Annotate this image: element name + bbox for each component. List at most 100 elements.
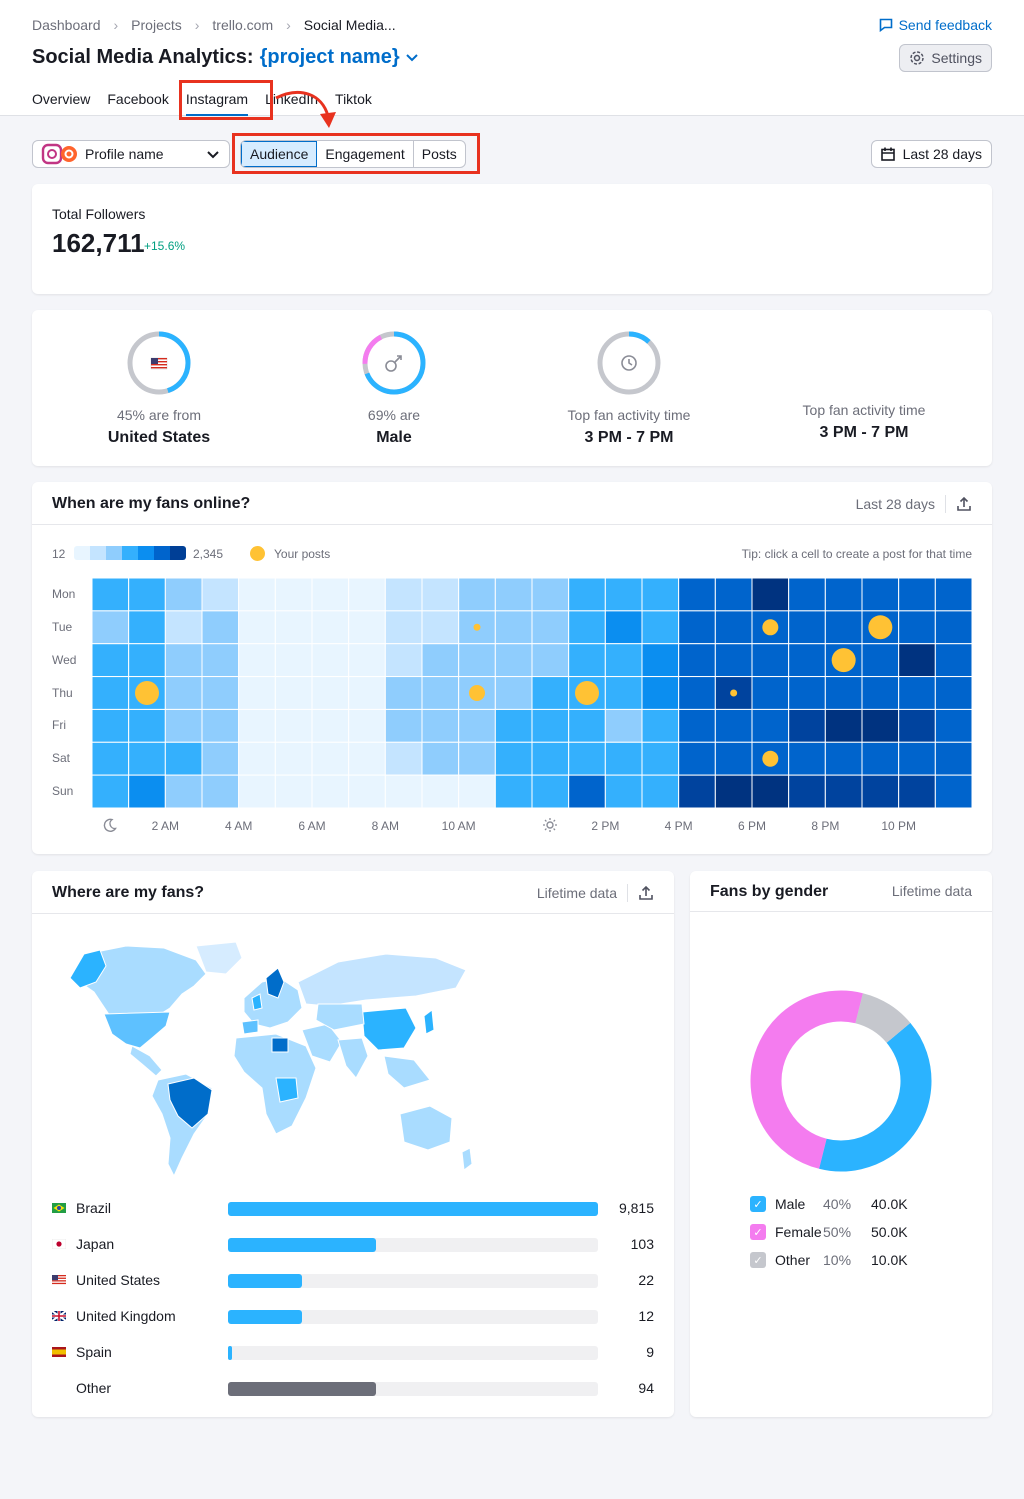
post-marker[interactable] — [135, 681, 159, 705]
heatmap-cell[interactable] — [421, 643, 460, 678]
country-row[interactable]: United States 22 — [52, 1270, 654, 1290]
heatmap-cell[interactable] — [604, 708, 643, 743]
heatmap-cell[interactable] — [714, 643, 753, 678]
profile-select[interactable]: Profile name — [32, 140, 230, 168]
heatmap-cell[interactable] — [494, 578, 533, 612]
gender-legend-row[interactable]: ✓ Male 40% 40.0K — [750, 1196, 908, 1212]
heatmap-cell[interactable] — [714, 774, 753, 808]
post-marker[interactable] — [575, 681, 599, 705]
breadcrumb-projects[interactable]: Projects — [131, 17, 182, 33]
heatmap-cell[interactable] — [274, 643, 313, 678]
heatmap-cell[interactable] — [421, 741, 460, 776]
heatmap-cell[interactable] — [714, 708, 753, 743]
heatmap-cell[interactable] — [678, 643, 716, 678]
heatmap-cell[interactable] — [898, 578, 936, 612]
heatmap-cell[interactable] — [934, 578, 972, 612]
heatmap-cell[interactable] — [604, 774, 643, 808]
heatmap-cell[interactable] — [238, 610, 276, 645]
post-marker[interactable] — [762, 619, 779, 636]
heatmap-cell[interactable] — [824, 741, 863, 776]
heatmap-cell[interactable] — [934, 610, 972, 645]
heatmap-cell[interactable] — [641, 578, 680, 612]
heatmap-cell[interactable] — [714, 610, 753, 645]
heatmap-cell[interactable] — [568, 610, 606, 645]
heatmap-cell[interactable] — [678, 676, 716, 710]
heatmap-cell[interactable] — [458, 708, 496, 743]
heatmap-cell[interactable] — [678, 578, 716, 612]
heatmap-cell[interactable] — [458, 643, 496, 678]
heatmap-cell[interactable] — [934, 741, 972, 776]
tab-overview[interactable]: Overview — [32, 91, 91, 107]
gender-slice-other[interactable] — [750, 990, 932, 1172]
gender-legend-row[interactable]: ✓ Female 50% 50.0K — [750, 1224, 908, 1240]
heatmap-cell[interactable] — [824, 774, 863, 808]
heatmap-cell[interactable] — [92, 774, 130, 808]
heatmap-cell[interactable] — [238, 741, 276, 776]
heatmap-cell[interactable] — [92, 708, 130, 743]
heatmap-cell[interactable] — [274, 774, 313, 808]
heatmap-cell[interactable] — [201, 774, 240, 808]
heatmap-cell[interactable] — [788, 578, 826, 612]
heatmap-cell[interactable] — [861, 578, 900, 612]
heatmap-cell[interactable] — [494, 774, 533, 808]
heatmap-cell[interactable] — [714, 578, 753, 612]
heatmap-cell[interactable] — [201, 610, 240, 645]
heatmap-cell[interactable] — [384, 578, 423, 612]
checkbox-icon[interactable]: ✓ — [750, 1252, 766, 1268]
heatmap-cell[interactable] — [494, 676, 533, 710]
heatmap-cell[interactable] — [458, 578, 496, 612]
tab-instagram[interactable]: Instagram — [185, 91, 249, 116]
heatmap-cell[interactable] — [348, 741, 386, 776]
heatmap-cell[interactable] — [92, 676, 130, 710]
export-icon[interactable] — [638, 885, 654, 901]
post-marker[interactable] — [730, 689, 738, 697]
heatmap-cell[interactable] — [238, 708, 276, 743]
heatmap-cell[interactable] — [201, 741, 240, 776]
heatmap-cell[interactable] — [494, 708, 533, 743]
heatmap-cell[interactable] — [128, 741, 166, 776]
post-marker[interactable] — [831, 648, 856, 673]
heatmap-cell[interactable] — [934, 708, 972, 743]
breadcrumb-domain[interactable]: trello.com — [212, 17, 274, 33]
country-row[interactable]: Brazil 9,815 — [52, 1198, 654, 1218]
heatmap-cell[interactable] — [788, 741, 826, 776]
heatmap-cell[interactable] — [494, 643, 533, 678]
heatmap-cell[interactable] — [164, 643, 203, 678]
heatmap-cell[interactable] — [164, 708, 203, 743]
heatmap-cell[interactable] — [604, 610, 643, 645]
heatmap-cell[interactable] — [311, 708, 350, 743]
country-row[interactable]: Japan 103 — [52, 1234, 654, 1254]
export-icon[interactable] — [956, 496, 972, 512]
heatmap-cell[interactable] — [898, 774, 936, 808]
heatmap-cell[interactable] — [92, 610, 130, 645]
project-name-selector[interactable]: {project name} — [259, 46, 400, 68]
heatmap-cell[interactable] — [824, 610, 863, 645]
heatmap-cell[interactable] — [421, 578, 460, 612]
heatmap-cell[interactable] — [531, 610, 570, 645]
heatmap-cell[interactable] — [604, 741, 643, 776]
post-marker[interactable] — [469, 685, 485, 701]
tab-linkedin[interactable]: LinkedIn — [265, 91, 319, 107]
heatmap-cell[interactable] — [898, 643, 936, 678]
heatmap-cell[interactable] — [861, 741, 900, 776]
send-feedback-link[interactable]: Send feedback — [879, 17, 992, 33]
heatmap-cell[interactable] — [128, 610, 166, 645]
heatmap-cell[interactable] — [164, 578, 203, 612]
heatmap-cell[interactable] — [934, 676, 972, 710]
heatmap-cell[interactable] — [348, 708, 386, 743]
heatmap-cell[interactable] — [384, 676, 423, 710]
heatmap-cell[interactable] — [934, 774, 972, 808]
country-row[interactable]: United Kingdom 12 — [52, 1306, 654, 1326]
heatmap-cell[interactable] — [714, 741, 753, 776]
heatmap-cell[interactable] — [751, 774, 790, 808]
heatmap-cell[interactable] — [861, 676, 900, 710]
heatmap-cell[interactable] — [311, 643, 350, 678]
checkbox-icon[interactable]: ✓ — [750, 1196, 766, 1212]
segment-engagement[interactable]: Engagement — [317, 141, 414, 167]
heatmap-cell[interactable] — [164, 774, 203, 808]
heatmap-cell[interactable] — [531, 708, 570, 743]
heatmap-cell[interactable] — [274, 578, 313, 612]
heatmap-cell[interactable] — [568, 708, 606, 743]
heatmap-cell[interactable] — [311, 578, 350, 612]
heatmap-cell[interactable] — [92, 741, 130, 776]
